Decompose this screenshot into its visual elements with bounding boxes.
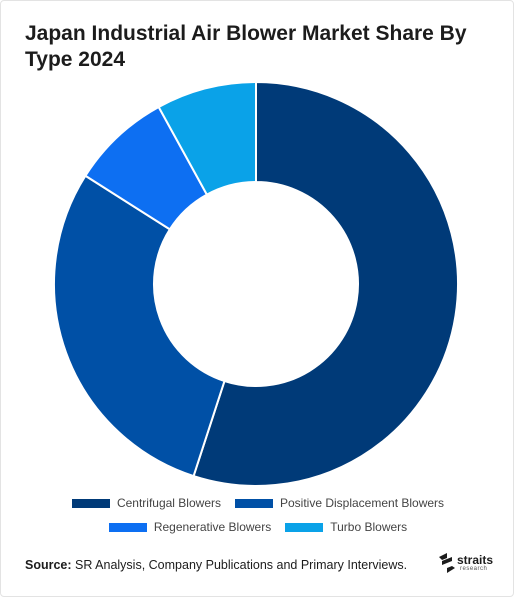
legend-label: Regenerative Blowers (153, 520, 272, 534)
slice-centrifugal (192, 80, 459, 487)
legend-swatch (71, 498, 110, 508)
source-note: Source: SR Analysis, Company Publication… (25, 558, 407, 572)
slice-positive-displacement (53, 174, 226, 478)
source-label: Source: (25, 558, 72, 572)
legend-label: Positive Displacement Blowers (279, 496, 445, 510)
straits-research-logo-icon (439, 553, 455, 573)
legend-label: Turbo Blowers (330, 520, 408, 534)
logo-name: straits (457, 553, 494, 567)
logo-sub: research (460, 566, 488, 572)
legend: Centrifugal Blowers Positive Displacemen… (1, 491, 514, 539)
source-text: SR Analysis, Company Publications and Pr… (71, 558, 408, 572)
legend-swatch (285, 522, 324, 532)
legend-item-centrifugal: Centrifugal Blowers (71, 496, 221, 510)
legend-row-2: Regenerative Blowers Turbo Blowers (1, 515, 514, 539)
legend-row-1: Centrifugal Blowers Positive Displacemen… (1, 491, 514, 515)
slice-turbo (157, 80, 257, 196)
straits-research-logo: straits research (438, 552, 500, 576)
legend-label: Centrifugal Blowers (116, 496, 221, 510)
legend-swatch (234, 498, 273, 508)
chart-title: Japan Industrial Air Blower Market Share… (25, 22, 467, 71)
legend-swatch (108, 522, 147, 532)
legend-item-positive-displacement: Positive Displacement Blowers (234, 496, 445, 510)
legend-item-regenerative: Regenerative Blowers (108, 520, 272, 534)
legend-item-turbo: Turbo Blowers (285, 520, 407, 534)
donut-chart (53, 80, 459, 487)
